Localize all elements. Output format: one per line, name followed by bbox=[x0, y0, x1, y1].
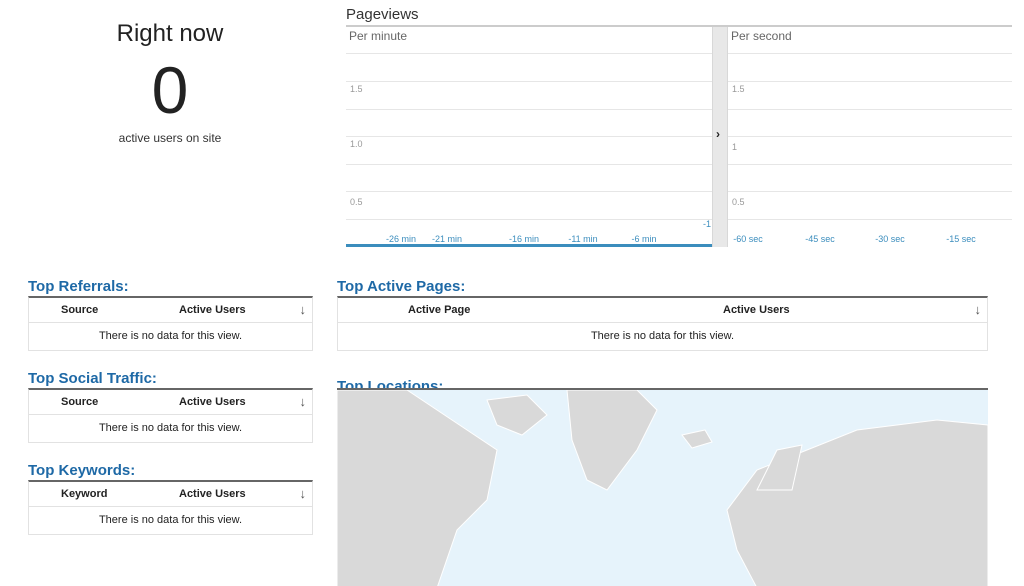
per-minute-chart: Per minute 0.5 1.0 1.5 -26 min -21 min -16 mi… bbox=[346, 27, 712, 247]
greenland-land bbox=[566, 390, 658, 491]
per-minute-label: Per minute bbox=[349, 29, 408, 43]
x-tick-label: -21 min bbox=[431, 234, 463, 244]
x-tick-label: -26 min bbox=[385, 234, 417, 244]
x-tick-label: -30 sec bbox=[875, 234, 905, 244]
top-pages-title: Top Active Pages: bbox=[337, 278, 466, 295]
column-header-referrals-1[interactable]: Source bbox=[61, 304, 99, 316]
per-second-chart: Per second 0.5 1 1.5 -60 sec -45 sec -30 sec -… bbox=[728, 27, 1012, 247]
top-pages-section: Top Active Pages: Active Page Active Use… bbox=[337, 278, 988, 351]
top-social-title: Top Social Traffic: bbox=[28, 370, 157, 387]
y-tick-label: 1.5 bbox=[732, 84, 745, 94]
top-referrals-section: Top Referrals: Source Active Users ↓ The… bbox=[28, 278, 313, 351]
arrow-down-icon[interactable]: ↓ bbox=[974, 302, 982, 317]
gridline bbox=[728, 53, 1012, 54]
table-header: Source Active Users ↓ bbox=[29, 298, 312, 323]
right-now-title: Right now bbox=[116, 20, 224, 47]
canadian-islands-land bbox=[486, 394, 548, 436]
x-tick-label: -60 sec bbox=[733, 234, 763, 244]
y-tick-label: 1.0 bbox=[350, 139, 363, 149]
gridline bbox=[346, 81, 712, 82]
y-tick-label: 0.5 bbox=[732, 197, 745, 207]
expand-toggle[interactable]: › bbox=[712, 27, 728, 247]
europe-asia-land bbox=[726, 419, 988, 586]
active-users-label: active users on site bbox=[118, 131, 222, 145]
top-keywords-section: Top Keywords: Keyword Active Users ↓ The… bbox=[28, 462, 313, 535]
empty-message: There is no data for this view. bbox=[98, 330, 243, 342]
top-social-section: Top Social Traffic: Source Active Users … bbox=[28, 370, 313, 443]
per-second-label: Per second bbox=[731, 29, 792, 43]
gridline bbox=[728, 136, 1012, 137]
top-pages-table: Active Page Active Users ↓ There is no d… bbox=[337, 296, 988, 351]
y-tick-label: 0.5 bbox=[350, 197, 363, 207]
gridline bbox=[728, 164, 1012, 165]
top-referrals-table: Source Active Users ↓ There is no data f… bbox=[28, 296, 313, 351]
y-tick-label: 1 bbox=[732, 142, 738, 152]
x-tick-label: -1 bbox=[702, 219, 712, 229]
gridline bbox=[346, 136, 712, 137]
column-header-pages-1[interactable]: Active Page bbox=[408, 304, 471, 316]
gridline bbox=[346, 109, 712, 110]
x-tick-label: -45 sec bbox=[805, 234, 835, 244]
top-keywords-table: Keyword Active Users ↓ There is no data … bbox=[28, 480, 313, 535]
gridline bbox=[346, 53, 712, 54]
arrow-down-icon[interactable]: ↓ bbox=[299, 486, 307, 501]
column-header-active-users[interactable]: Active Users bbox=[179, 304, 246, 316]
empty-message: There is no data for this view. bbox=[590, 330, 735, 342]
active-users-count: 0 bbox=[151, 53, 189, 127]
y-tick-label: 1.5 bbox=[350, 84, 363, 94]
top-keywords-title: Top Keywords: bbox=[28, 462, 136, 479]
gridline bbox=[728, 191, 1012, 192]
column-header-keywords-1[interactable]: Keyword bbox=[61, 488, 108, 500]
time-range-bar bbox=[346, 244, 712, 247]
column-header-social-1[interactable]: Source bbox=[61, 396, 99, 408]
x-tick-label: -11 min bbox=[568, 234, 598, 244]
table-header: Keyword Active Users ↓ bbox=[29, 482, 312, 507]
empty-message: There is no data for this view. bbox=[98, 514, 243, 526]
x-tick-label: -6 min bbox=[631, 234, 657, 244]
x-tick-label: -16 min bbox=[508, 234, 540, 244]
north-america-land bbox=[337, 390, 498, 586]
gridline bbox=[346, 219, 712, 220]
arrow-down-icon[interactable]: ↓ bbox=[299, 394, 307, 409]
empty-message: There is no data for this view. bbox=[98, 422, 243, 434]
top-social-table: Source Active Users ↓ There is no data f… bbox=[28, 388, 313, 443]
column-header-active-users[interactable]: Active Users bbox=[723, 304, 790, 316]
table-header: Source Active Users ↓ bbox=[29, 390, 312, 415]
column-header-active-users[interactable]: Active Users bbox=[179, 396, 246, 408]
table-header: Active Page Active Users ↓ bbox=[338, 298, 987, 323]
arrow-down-icon[interactable]: ↓ bbox=[299, 302, 307, 317]
column-header-active-users[interactable]: Active Users bbox=[179, 488, 246, 500]
gridline bbox=[728, 109, 1012, 110]
gridline bbox=[346, 164, 712, 165]
gridline bbox=[728, 219, 1012, 220]
top-referrals-title: Top Referrals: bbox=[28, 278, 129, 295]
gridline bbox=[728, 81, 1012, 82]
world-map[interactable] bbox=[337, 388, 988, 586]
pageviews-title: Pageviews bbox=[346, 6, 419, 23]
divider bbox=[346, 25, 1012, 27]
chevron-right-icon[interactable]: › bbox=[716, 127, 720, 141]
scandinavia-land bbox=[756, 444, 803, 491]
x-tick-label: -15 sec bbox=[946, 234, 976, 244]
gridline bbox=[346, 191, 712, 192]
iceland-land bbox=[681, 429, 713, 449]
